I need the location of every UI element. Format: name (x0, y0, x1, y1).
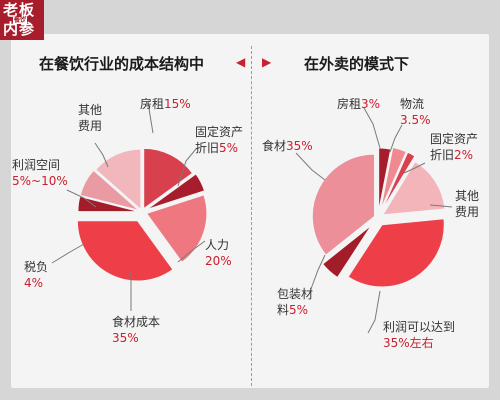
leader-line (295, 152, 326, 181)
label-labor-value: 20% (205, 254, 232, 268)
leader-lines (51, 100, 453, 334)
label-rent-value: 15% (164, 97, 191, 111)
label-profit-delivery-value: 35%左右 (383, 336, 434, 350)
leader-line (367, 290, 381, 334)
leader-line (429, 204, 453, 208)
label-ingredients-delivery-value: 35% (286, 139, 313, 153)
pie-slice (322, 225, 372, 278)
badge-line1: 老板 (3, 1, 36, 19)
pie-slice (143, 148, 193, 210)
left-pie (77, 148, 208, 282)
label-other-fees: 其他 费用 (78, 103, 103, 133)
leader-line (147, 100, 154, 134)
label-rent-delivery-text: 房租 (337, 97, 362, 111)
right-chart-title: 在外卖的模式下 (304, 55, 410, 73)
leader-line (403, 162, 426, 174)
leader-line (177, 148, 197, 187)
label-rent-delivery-value: 3% (361, 97, 381, 111)
label-tax-text: 税负 (24, 260, 49, 274)
label-logistics: 物流 3.5% (400, 96, 431, 128)
label-ingredients-cost-value: 35% (112, 331, 139, 345)
label-packaging-value: 5% (289, 303, 309, 317)
leader-line (310, 254, 326, 290)
leader-line (66, 189, 97, 208)
pie-slice (79, 169, 139, 211)
label-depreciation: 固定资产 折旧5% (195, 125, 244, 155)
leader-line (51, 243, 85, 264)
pie-slice (146, 194, 208, 263)
leader-line (389, 124, 403, 153)
leader-line (177, 240, 206, 263)
pie-slice (147, 173, 205, 210)
badge-line2: 内参 (3, 20, 36, 38)
label-profit-delivery: 利润可以达到 35%左右 (383, 319, 455, 351)
label-labor: 人力 20% (205, 237, 232, 269)
label-rent-delivery: 房租3% (337, 96, 380, 112)
leader-line (94, 142, 109, 168)
label-other-fees-delivery: 其他 费用 (455, 189, 480, 219)
pie-slice (380, 147, 407, 209)
pie-slice (347, 218, 445, 288)
right-pie (312, 147, 446, 288)
label-packaging: 包装材 料5% (277, 287, 314, 317)
label-logistics-value: 3.5% (400, 113, 431, 127)
label-profit-space-text: 利润空间 (12, 158, 61, 172)
label-profit-space: 利润空间 5%~10% (12, 157, 68, 189)
label-profit-space-value: 5%~10% (12, 174, 68, 188)
label-ingredients-cost-text: 食材成本 (112, 315, 161, 329)
right-arrow-icon: ▶ (262, 55, 272, 69)
pie-slice (382, 151, 416, 210)
left-chart-title: 在餐饮行业的成本结构中 (39, 55, 205, 73)
label-rent: 房租15% (140, 96, 191, 112)
pie-slice (382, 161, 446, 216)
pie-slice (77, 220, 174, 282)
left-arrow-icon: ◀ (236, 55, 246, 69)
leader-line (363, 107, 381, 149)
section-divider (251, 46, 252, 386)
label-profit-delivery-text: 利润可以达到 (383, 320, 456, 334)
badge-tag: 餐饮 (13, 17, 28, 24)
label-ingredients-delivery: 食材35% (262, 138, 313, 154)
brand-badge: 老板 餐饮 内参 (0, 0, 44, 40)
label-depreciation-value: 5% (219, 141, 239, 155)
label-depreciation-delivery-value: 2% (454, 148, 474, 162)
label-ingredients-cost: 食材成本 35% (112, 314, 160, 346)
label-logistics-text: 物流 (400, 97, 425, 111)
label-ingredients-delivery-text: 食材 (262, 139, 287, 153)
label-tax: 税负 4% (24, 259, 48, 291)
label-tax-value: 4% (24, 276, 44, 290)
pie-slice (312, 153, 375, 256)
label-labor-text: 人力 (205, 238, 230, 252)
label-rent-text: 房租 (140, 97, 165, 111)
label-depreciation-delivery: 固定资产 折旧2% (430, 132, 479, 162)
